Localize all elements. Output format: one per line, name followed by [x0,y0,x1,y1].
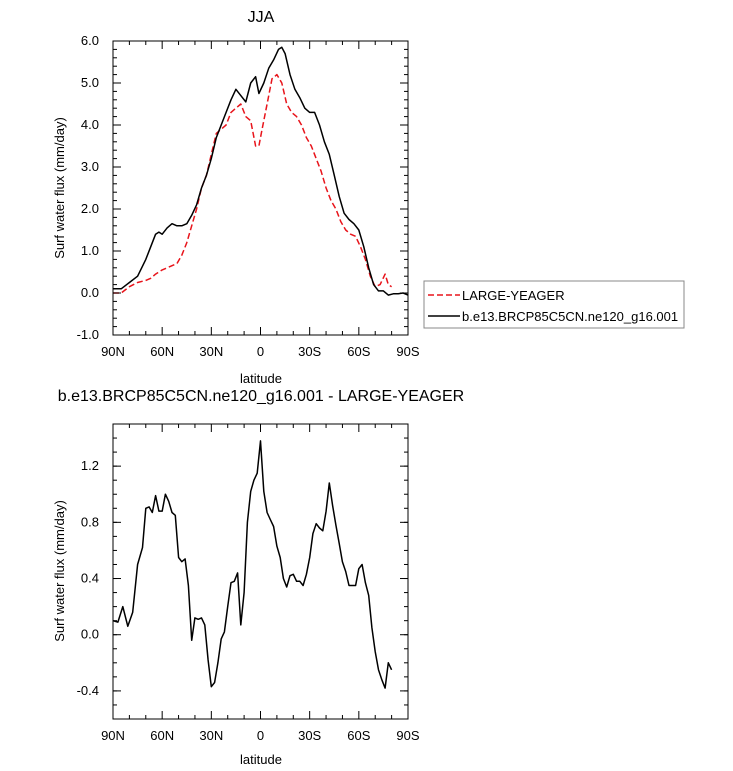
x-tick-label: 90S [396,344,419,359]
top-panel: JJA 90N 60N 30N 0 30S 60S 90S 6.0 5.0 4.0 3.0 2.0 1.… [52,9,420,386]
x-axis-label: latitude [240,752,282,767]
legend: LARGE-YEAGER b.e13.BRCP85C5CN.ne120_g16.… [423,280,685,329]
y-tick-label: 1.2 [81,458,99,473]
bottom-panel: b.e13.BRCP85C5CN.ne120_g16.001 - LARGE-Y… [52,388,464,767]
y-tick-label: 0.8 [81,514,99,529]
y-tick-label: 6.0 [81,33,99,48]
legend-label-model: b.e13.BRCP85C5CN.ne120_g16.001 [462,309,678,324]
x-tick-label: 60S [347,728,370,743]
axis-ticks: 90N 60N 30N 0 30S 60S 90S 1.2 0.8 0.4 0.0 -0.4 [77,423,420,743]
y-tick-label: -1.0 [77,327,99,342]
series-line-a [113,73,393,294]
y-tick-label: 5.0 [81,75,99,90]
y-tick-label: 0.4 [81,571,99,586]
chart-title: b.e13.BRCP85C5CN.ne120_g16.001 - LARGE-Y… [58,388,464,405]
x-tick-label: 30S [298,344,321,359]
plot-frame [112,423,409,720]
x-tick-label: 60N [150,728,174,743]
series-layer [112,440,393,689]
x-tick-label: 30N [199,728,223,743]
y-tick-label: 1.0 [81,243,99,258]
y-tick-label: -0.4 [77,683,99,698]
y-tick-label: 0.0 [81,627,99,642]
x-axis-label: latitude [240,371,282,386]
x-tick-label: 30S [298,728,321,743]
series-layer [113,46,409,296]
y-tick-label: 2.0 [81,201,99,216]
chart-title: JJA [248,9,275,26]
legend-box [423,280,685,329]
x-tick-label: 60N [150,344,174,359]
x-tick-label: 0 [257,728,264,743]
plot-frame [112,40,409,336]
x-tick-label: 30N [199,344,223,359]
x-tick-label: 0 [257,344,264,359]
x-tick-label: 60S [347,344,370,359]
legend-label-large-yeager: LARGE-YEAGER [462,288,565,303]
axis-ticks: 90N 60N 30N 0 30S 60S 90S 6.0 5.0 4.0 3.0 2.0 1.0 0.0… [77,33,420,359]
series-line-a [112,440,393,689]
x-tick-label: 90N [101,728,125,743]
series-line-b [113,46,409,296]
x-tick-label: 90N [101,344,125,359]
x-tick-label: 90S [396,728,419,743]
y-tick-label: 4.0 [81,117,99,132]
y-axis-label: Surf water flux (mm/day) [52,117,67,259]
y-tick-label: 0.0 [81,285,99,300]
y-axis-label: Surf water flux (mm/day) [52,500,67,642]
y-tick-label: 3.0 [81,159,99,174]
